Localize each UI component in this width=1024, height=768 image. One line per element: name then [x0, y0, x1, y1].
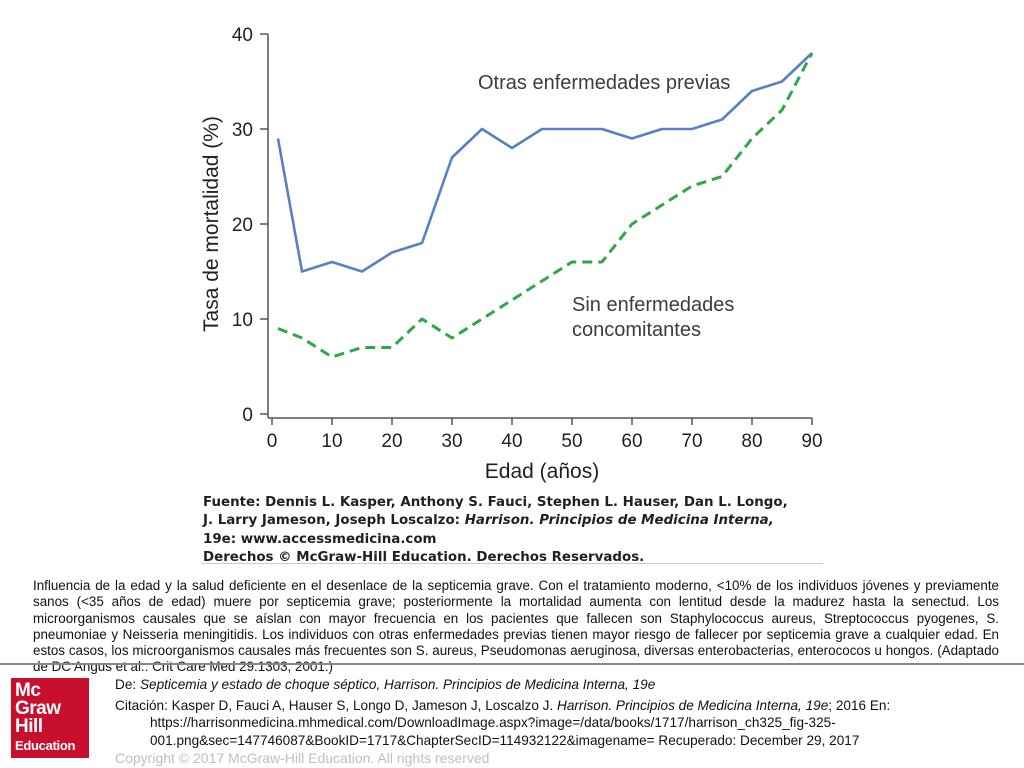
x-tick-label: 50 — [561, 431, 582, 452]
y-axis-title: Tasa de mortalidad (%) — [200, 116, 223, 332]
source-line-3: 19e: www.accessmedicina.com — [203, 531, 437, 547]
x-tick-label: 80 — [741, 431, 762, 452]
chart-series — [276, 52, 814, 359]
figure-caption: Influencia de la edad y la salud deficie… — [33, 578, 999, 675]
y-tick-label: 20 — [232, 215, 253, 236]
x-tick-label: 60 — [621, 431, 642, 452]
mcgraw-hill-logo: Mc Graw Hill Education — [11, 678, 89, 758]
figure-source: Fuente: Dennis L. Kasper, Anthony S. Fau… — [203, 494, 803, 567]
x-tick-label: 20 — [381, 431, 402, 452]
chart-axes — [260, 33, 813, 425]
citation-footer: De: Septicemia y estado de choque séptic… — [115, 676, 1015, 768]
logo-text-graw: Graw — [15, 698, 61, 719]
series-line-sin-enfermedades — [277, 52, 814, 359]
logo-text-hill: Hill — [15, 716, 43, 737]
series-line-otras-enfermedades — [276, 52, 813, 273]
source-line-1: Fuente: Dennis L. Kasper, Anthony S. Fau… — [203, 495, 788, 510]
x-tick-label: 70 — [681, 431, 702, 452]
y-tick-label: 10 — [232, 310, 253, 331]
y-tick-label: 30 — [232, 120, 253, 141]
footer-cite-authors: Citación: Kasper D, Fauci A, Hauser S, L… — [115, 697, 558, 713]
mortality-chart: 0 10 20 30 40 0 10 20 30 40 50 60 70 80 90 Edad (años) T… — [200, 25, 823, 483]
source-line-4: Derechos © McGraw-Hill Education. Derech… — [203, 549, 645, 565]
x-tick-label: 30 — [441, 431, 462, 452]
source-authors: J. Larry Jameson, Joseph Loscalzo: — [203, 513, 465, 529]
source-divider — [201, 563, 823, 564]
series-label-sin-enfermedades: Sin enfermedades — [572, 294, 734, 316]
footer-cite-details: ; 2016 En: https://harrisonmedicina.mhme… — [150, 697, 891, 748]
x-tick-label: 40 — [501, 431, 522, 452]
footer-de-prefix: De: — [115, 677, 140, 692]
footer-source-line: De: Septicemia y estado de choque séptic… — [115, 676, 1015, 694]
chart-labels: 0 10 20 30 40 0 10 20 30 40 50 60 70 80 90 Edad (años) T… — [200, 25, 823, 483]
source-book-title: Harrison. Principios de Medicina Interna… — [464, 513, 774, 529]
source-line-2: J. Larry Jameson, Joseph Loscalzo: Harri… — [203, 512, 803, 530]
y-tick-label: 0 — [242, 405, 253, 426]
logo-text-education: Education — [15, 738, 76, 753]
footer-cite-title: Harrison. Principios de Medicina Interna… — [557, 697, 829, 713]
footer-divider — [0, 663, 1024, 665]
series-label-sin-enfermedades: concomitantes — [572, 319, 701, 341]
footer-de-title: Septicemia y estado de choque séptico, H… — [139, 677, 656, 692]
x-tick-label: 0 — [267, 431, 278, 452]
footer-citation: Citación: Kasper D, Fauci A, Hauser S, L… — [115, 697, 1015, 750]
x-tick-label: 90 — [801, 431, 822, 452]
x-axis-title: Edad (años) — [485, 460, 599, 483]
x-tick-label: 10 — [321, 431, 342, 452]
series-label-otras-enfermedades: Otras enfermedades previas — [478, 72, 730, 94]
footer-copyright: Copyright © 2017 McGraw-Hill Education. … — [115, 750, 490, 766]
y-tick-label: 40 — [232, 25, 253, 46]
logo-text-mc: Mc — [15, 680, 41, 701]
